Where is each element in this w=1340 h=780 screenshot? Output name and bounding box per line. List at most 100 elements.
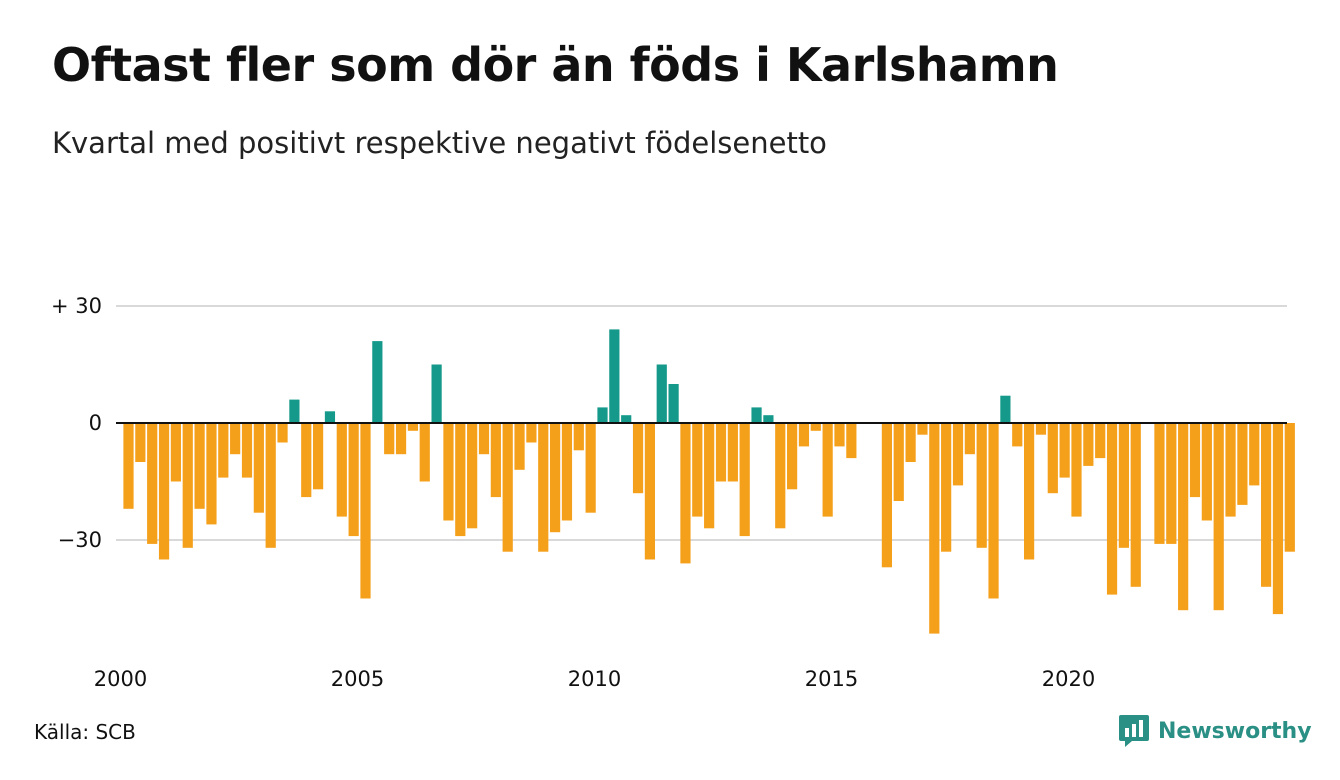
bar: [206, 423, 217, 525]
chart-subtitle: Kvartal med positivt respektive negativt…: [52, 126, 827, 160]
bar: [289, 399, 300, 423]
bar: [573, 423, 584, 451]
bar: [135, 423, 146, 462]
source-note: Källa: SCB: [34, 720, 136, 744]
bar: [952, 423, 964, 486]
bar: [1071, 423, 1082, 517]
bar: [976, 423, 987, 548]
bar: [455, 423, 466, 537]
bar: [443, 423, 454, 521]
bar: [704, 423, 715, 529]
bar: [751, 407, 762, 423]
gridlines: [116, 305, 1287, 541]
bar: [478, 423, 490, 455]
y-tick-label: −30: [58, 528, 102, 552]
bar: [123, 423, 134, 509]
bar: [656, 364, 667, 423]
bar: [514, 423, 525, 470]
bar: [1047, 423, 1058, 494]
bar: [313, 423, 324, 490]
bar: [301, 423, 312, 498]
bar: [502, 423, 513, 552]
bar: [526, 423, 537, 443]
bar: [609, 329, 620, 423]
bar: [395, 423, 407, 455]
bar: [810, 423, 821, 431]
bar: [1225, 423, 1236, 517]
bar: [1166, 423, 1177, 544]
bar: [988, 423, 999, 599]
bar: [834, 423, 845, 447]
brand-name: Newsworthy: [1158, 718, 1312, 744]
x-tick-label: 2020: [1042, 667, 1095, 691]
bar: [170, 423, 181, 482]
bar: [550, 423, 561, 533]
bar: [194, 423, 205, 509]
bar: [763, 415, 774, 423]
bar: [632, 423, 644, 494]
bar: [561, 423, 573, 521]
bar: [1095, 423, 1106, 459]
bar: [241, 423, 253, 478]
bar: [715, 423, 727, 482]
axis-labels: + 30 0 −30 2000 2005 2010 2015 2020: [51, 294, 1095, 691]
bar: [1130, 423, 1141, 587]
bar: [1272, 423, 1284, 615]
x-tick-label: 2005: [331, 667, 384, 691]
bar: [1249, 423, 1260, 486]
bar: [431, 364, 442, 423]
bar: [348, 423, 359, 537]
bar: [419, 423, 430, 482]
x-tick-label: 2015: [805, 667, 858, 691]
x-tick-label: 2010: [568, 667, 621, 691]
brand-logo: Newsworthy: [1118, 714, 1312, 748]
bar: [336, 423, 347, 517]
bar: [360, 423, 371, 599]
bar: [917, 423, 928, 435]
bar: [218, 423, 229, 478]
bar: [490, 423, 501, 498]
bar: [372, 341, 383, 423]
bar: [585, 423, 596, 513]
bar: [277, 423, 288, 443]
bar: [1178, 423, 1189, 611]
bar: [929, 423, 940, 634]
bar: [680, 423, 691, 564]
bar: [265, 423, 276, 548]
bar: [182, 423, 193, 548]
bar: [739, 423, 750, 537]
bar: [964, 423, 975, 455]
bars: [116, 329, 1295, 634]
bar: [1024, 423, 1035, 560]
bar: [1201, 423, 1212, 521]
bar: [1083, 423, 1094, 466]
bar: [384, 423, 395, 455]
bar: [1284, 423, 1295, 552]
chart-title: Oftast fler som dör än föds i Karlshamn: [52, 38, 1059, 92]
bar: [597, 407, 608, 423]
bar: [1106, 423, 1118, 595]
x-tick-label: 2000: [94, 667, 147, 691]
bar: [621, 415, 632, 423]
bar: [147, 423, 158, 544]
bar: [467, 423, 478, 529]
bar: [644, 423, 655, 560]
bar: [407, 423, 418, 431]
bar: [1118, 423, 1129, 548]
bar: [1237, 423, 1248, 505]
bar: [1035, 423, 1047, 435]
bar: [158, 423, 170, 560]
bar: [1189, 423, 1201, 498]
bar: [822, 423, 833, 517]
bar: [1213, 423, 1224, 611]
bar: [1059, 423, 1070, 478]
bar: [893, 423, 904, 501]
bar: [798, 423, 810, 447]
y-tick-label: + 30: [51, 294, 102, 318]
bar: [775, 423, 786, 529]
bar: [324, 411, 336, 423]
bar: [1012, 423, 1023, 447]
bar: [1261, 423, 1272, 587]
y-tick-label: 0: [89, 411, 102, 435]
bar: [941, 423, 952, 552]
